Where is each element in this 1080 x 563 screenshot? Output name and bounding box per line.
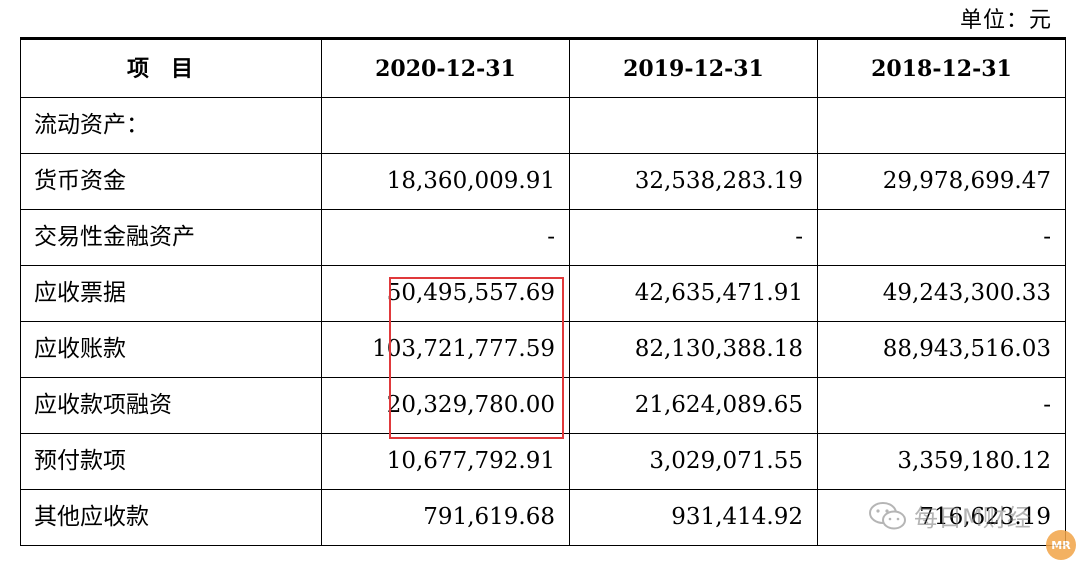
- row-label: 应收票据: [20, 265, 322, 322]
- unit-label: 单位：元: [959, 8, 1052, 33]
- watermark: 每日M财经: [868, 498, 1031, 533]
- table-row: 交易性金融资产 - - -: [20, 209, 1066, 266]
- row-label: 流动资产：: [20, 97, 322, 154]
- table-row: 货币资金 18,360,009.91 32,538,283.19 29,978,…: [20, 153, 1066, 210]
- row-label: 预付款项: [20, 433, 322, 490]
- cell-2020: -: [321, 209, 570, 266]
- header-2020: 2020-12-31: [321, 37, 570, 98]
- header-2019: 2019-12-31: [569, 37, 818, 98]
- cell-2020: 791,619.68: [321, 489, 570, 546]
- cell-2019: 32,538,283.19: [569, 153, 818, 210]
- row-label: 货币资金: [20, 153, 322, 210]
- cell-2019: 42,635,471.91: [569, 265, 818, 322]
- table-row: 应收款项融资 20,329,780.00 21,624,089.65 -: [20, 377, 1066, 434]
- cell-2018: 716,623.19: [817, 489, 1066, 546]
- table-row: 应收票据 50,495,557.69 42,635,471.91 49,243,…: [20, 265, 1066, 322]
- row-label: 其他应收款: [20, 489, 322, 546]
- watermark-text: 每日M财经: [914, 504, 1031, 532]
- row-label: 交易性金融资产: [20, 209, 322, 266]
- cell-2019: [569, 97, 818, 154]
- cell-2019: -: [569, 209, 818, 266]
- cell-2020: 50,495,557.69: [321, 265, 570, 322]
- header-2018: 2018-12-31: [817, 37, 1066, 98]
- cell-2018: 49,243,300.33: [817, 265, 1066, 322]
- cell-2020: [321, 97, 570, 154]
- cell-2019: 82,130,388.18: [569, 321, 818, 378]
- mr-logo: MR: [1046, 530, 1076, 560]
- cell-2018: [817, 97, 1066, 154]
- table-row: 其他应收款 791,619.68 931,414.92 716,623.19: [20, 489, 1066, 546]
- cell-2019: 3,029,071.55: [569, 433, 818, 490]
- cell-2020: 18,360,009.91: [321, 153, 570, 210]
- row-label: 应收账款: [20, 321, 322, 378]
- wechat-icon: [868, 501, 908, 531]
- cell-2018: 88,943,516.03: [817, 321, 1066, 378]
- cell-2020: 10,677,792.91: [321, 433, 570, 490]
- cell-2020: 20,329,780.00: [321, 377, 570, 434]
- row-label: 应收款项融资: [20, 377, 322, 434]
- table-row: 流动资产：: [20, 97, 1066, 154]
- cell-2019: 931,414.92: [569, 489, 818, 546]
- header-item: 项目: [20, 37, 322, 98]
- cell-2018: -: [817, 209, 1066, 266]
- balance-sheet-table: 项目 2020-12-31 2019-12-31 2018-12-31 流动资产…: [20, 37, 1066, 546]
- cell-2018: -: [817, 377, 1066, 434]
- table-row: 应收账款 103,721,777.59 82,130,388.18 88,943…: [20, 321, 1066, 378]
- cell-2018: 3,359,180.12: [817, 433, 1066, 490]
- table-header-row: 项目 2020-12-31 2019-12-31 2018-12-31: [20, 37, 1066, 98]
- cell-2020: 103,721,777.59: [321, 321, 570, 378]
- cell-2019: 21,624,089.65: [569, 377, 818, 434]
- table-row: 预付款项 10,677,792.91 3,029,071.55 3,359,18…: [20, 433, 1066, 490]
- cell-2018: 29,978,699.47: [817, 153, 1066, 210]
